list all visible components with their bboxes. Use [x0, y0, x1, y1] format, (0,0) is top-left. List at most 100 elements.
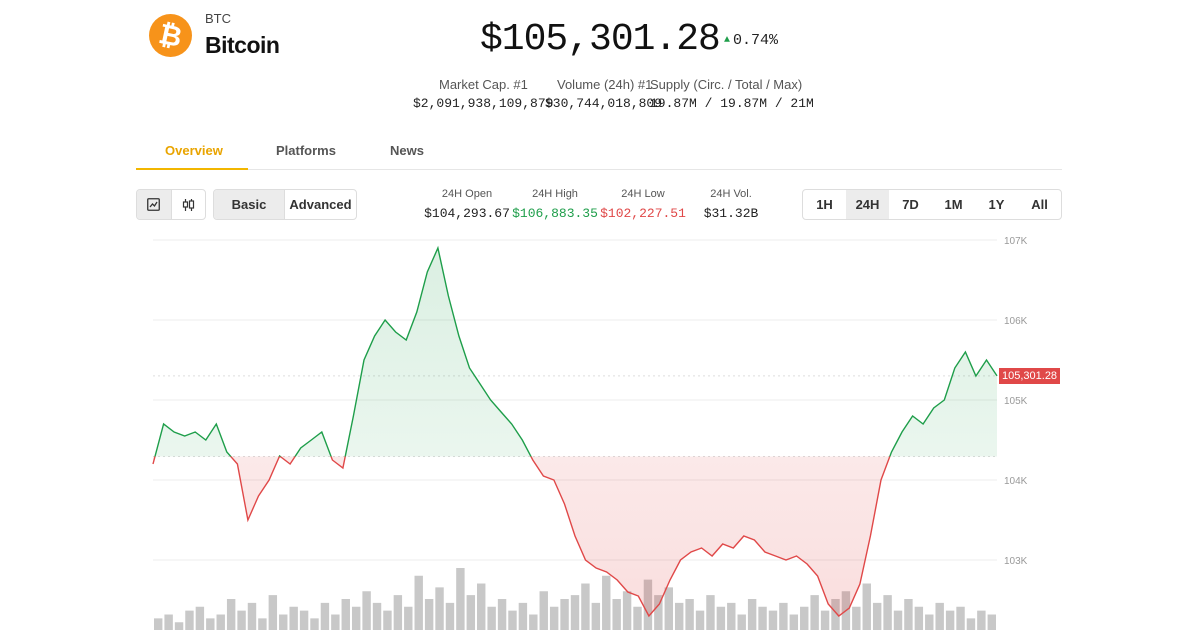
volume-bar	[945, 610, 955, 630]
volume-bar	[810, 595, 819, 630]
volume-bar	[925, 614, 934, 630]
coin-name: Bitcoin	[205, 32, 280, 58]
supply-label: Supply (Circ. / Total / Max)	[650, 77, 803, 92]
volume-bar	[716, 606, 726, 630]
volume-bar	[674, 602, 684, 630]
volume-bar	[768, 610, 778, 630]
bitcoin-glyph: ₿	[156, 16, 186, 54]
volume-bar	[226, 599, 236, 630]
tab-platforms[interactable]: Platforms	[276, 143, 336, 158]
volume-bar	[779, 602, 788, 630]
volume-bar	[518, 602, 528, 630]
volume-bar	[737, 614, 746, 630]
volume-bar	[477, 583, 486, 630]
price-chart[interactable]: 107K 106K 105K 104K 103K	[0, 230, 1200, 630]
time-range-selector: 1H 24H 7D 1M 1Y All	[802, 189, 1062, 220]
market-cap-value: $2,091,938,109,879	[413, 96, 554, 111]
volume-bar	[258, 618, 267, 630]
volume-bar	[695, 610, 705, 630]
volume-bar	[914, 606, 924, 630]
range-all-button[interactable]: All	[1031, 197, 1048, 212]
tab-overview[interactable]: Overview	[165, 143, 223, 158]
volume-bar	[445, 602, 455, 630]
y-tick-label-0: 107K	[1004, 236, 1028, 247]
open-label: 24H Open	[441, 188, 493, 200]
volume-bar	[351, 606, 361, 630]
price-line-up	[154, 245, 998, 457]
volume-label: Volume (24h) #1	[557, 77, 653, 92]
range-24h-button[interactable]: 24H	[846, 190, 889, 219]
volume-bar	[685, 599, 694, 630]
high-label: 24H High	[532, 188, 578, 200]
price-line-down	[152, 456, 891, 618]
volume-bar	[424, 599, 434, 630]
volume-bar	[529, 614, 538, 630]
volume-bar	[456, 568, 465, 630]
volume-bar	[977, 610, 986, 630]
volume-bar	[904, 599, 913, 630]
volume-bar	[164, 614, 173, 630]
volume-bar	[831, 599, 840, 630]
last-price-tag: 105,301.28	[999, 367, 1061, 384]
volume-bar	[320, 602, 330, 630]
volume-bar	[820, 610, 830, 630]
volume-24h-label: 24H Vol.	[710, 188, 752, 200]
volume-bar	[247, 602, 257, 630]
volume-24h-value: $31.32B	[703, 206, 759, 221]
volume-bar	[393, 595, 403, 630]
volume-bar	[987, 614, 996, 630]
volume-bar	[893, 610, 903, 630]
volume-bar	[633, 606, 642, 630]
range-1h-button[interactable]: 1H	[816, 197, 833, 212]
volume-bar	[341, 599, 350, 630]
line-chart-icon[interactable]	[137, 190, 171, 219]
volume-bar	[310, 618, 319, 630]
volume-bar	[872, 602, 882, 630]
area-below-open	[153, 456, 890, 616]
volume-bar	[612, 599, 621, 630]
section-tabs: Overview Platforms News	[136, 130, 1062, 170]
range-1y-button[interactable]: 1Y	[988, 197, 1005, 212]
high-value: $106,883.35	[512, 206, 598, 221]
volume-bar	[727, 602, 736, 630]
volume-bar	[664, 587, 673, 630]
y-tick-label-4: 103K	[1004, 556, 1028, 567]
triangle-up-icon: ▲	[724, 35, 731, 46]
volume-bar	[289, 606, 298, 630]
volume-bar	[956, 606, 965, 630]
volume-bar	[299, 610, 309, 630]
volume-bar	[154, 618, 163, 630]
tab-news[interactable]: News	[390, 143, 424, 158]
low-label: 24H Low	[621, 188, 665, 200]
volume-bar	[487, 606, 496, 630]
volume-bar	[466, 595, 476, 630]
volume-bar	[852, 606, 861, 630]
chart-mode-toggle: Basic Advanced	[213, 189, 357, 220]
volume-bar	[935, 602, 944, 630]
volume-bar	[654, 595, 663, 630]
advanced-mode-button[interactable]: Advanced	[284, 190, 356, 219]
volume-bar	[174, 622, 184, 630]
coin-symbol: BTC	[205, 11, 231, 26]
basic-mode-button[interactable]: Basic	[214, 190, 284, 219]
volume-bar	[560, 599, 569, 630]
volume-bar	[435, 587, 444, 630]
chart-type-toggle	[136, 189, 206, 220]
volume-bar	[800, 606, 809, 630]
price-change: ▲ 0.74%	[724, 32, 778, 49]
volume-value: $30,744,018,809	[545, 96, 663, 111]
volume-bar	[331, 614, 340, 630]
range-7d-button[interactable]: 7D	[902, 197, 919, 212]
range-1m-button[interactable]: 1M	[944, 197, 963, 212]
current-price: $105,301.28	[480, 18, 721, 61]
price-change-value: 0.74%	[733, 32, 779, 49]
volume-bar	[383, 610, 392, 630]
volume-bar	[372, 602, 382, 630]
candlestick-icon[interactable]	[170, 190, 206, 219]
volume-bar	[591, 602, 601, 630]
volume-bar	[883, 595, 892, 630]
volume-bar	[508, 610, 517, 630]
volume-bar	[549, 606, 559, 630]
volume-bar	[404, 606, 413, 630]
volume-bar	[862, 583, 871, 630]
